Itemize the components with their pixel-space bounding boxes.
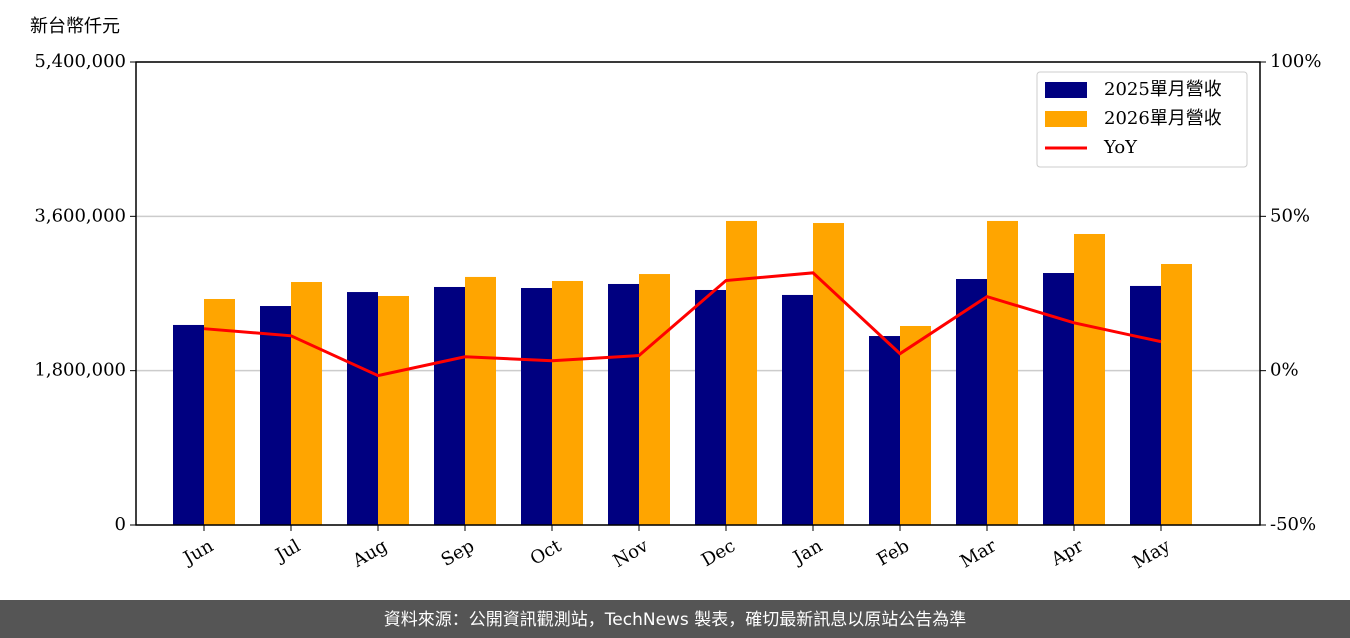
bar	[639, 274, 670, 525]
y2-tick-label: 100%	[1270, 51, 1321, 72]
bar	[956, 279, 987, 525]
x-tick-label: Apr	[1047, 535, 1087, 570]
bar	[1161, 264, 1192, 525]
legend-swatch	[1045, 82, 1087, 98]
x-tick-label: Jan	[788, 535, 826, 569]
y2-tick-label: -50%	[1270, 514, 1316, 535]
bar	[465, 276, 496, 525]
yoy-line	[203, 271, 1162, 378]
bar	[173, 324, 204, 525]
y-tick-label: 5,400,000	[34, 51, 126, 72]
legend-label: 2025單月營收	[1104, 79, 1222, 100]
bar	[260, 306, 291, 525]
bar	[1074, 233, 1105, 526]
bar	[608, 283, 639, 525]
x-tick-label: Aug	[348, 535, 391, 572]
bar	[726, 220, 757, 526]
legend-label: YoY	[1103, 137, 1138, 158]
x-tick-label: Jun	[178, 535, 217, 570]
bar	[521, 288, 552, 525]
y-tick-label: 0	[115, 514, 126, 535]
unit-label: 新台幣仟元	[30, 16, 120, 37]
legend-box	[1036, 71, 1248, 168]
x-tick-label: Sep	[438, 535, 478, 570]
bar	[347, 292, 378, 525]
y2-tick-label: 50%	[1270, 205, 1310, 226]
legend-swatch	[1045, 111, 1087, 127]
bar	[552, 280, 583, 525]
bar	[869, 336, 900, 525]
plot-frame	[135, 61, 1261, 526]
bar	[782, 294, 813, 525]
x-tick-label: Oct	[527, 535, 566, 570]
y-tick-label: 3,600,000	[34, 205, 126, 226]
x-tick-label: May	[1129, 535, 1174, 573]
bar	[434, 286, 465, 525]
legend-label: 2026單月營收	[1104, 108, 1222, 129]
bar	[291, 282, 322, 525]
x-tick-label: Dec	[698, 535, 739, 571]
y2-tick-label: 0%	[1270, 360, 1299, 381]
x-tick-label: Nov	[610, 535, 653, 572]
x-tick-label: Feb	[873, 535, 913, 570]
x-tick-label: Mar	[957, 535, 1001, 572]
bar	[695, 289, 726, 525]
bar	[900, 325, 931, 525]
y-tick-label: 1,800,000	[34, 360, 126, 381]
footer-bar	[0, 600, 1350, 638]
footer: 資料來源：公開資訊觀測站，TechNews 製表，確切最新訊息以原站公告為準	[384, 610, 966, 630]
bar	[204, 298, 235, 525]
bar	[987, 220, 1018, 526]
bar	[378, 295, 409, 525]
bar	[1130, 285, 1161, 525]
x-tick-label: Jul	[270, 535, 304, 567]
bar	[1043, 273, 1074, 525]
bar	[813, 223, 844, 525]
